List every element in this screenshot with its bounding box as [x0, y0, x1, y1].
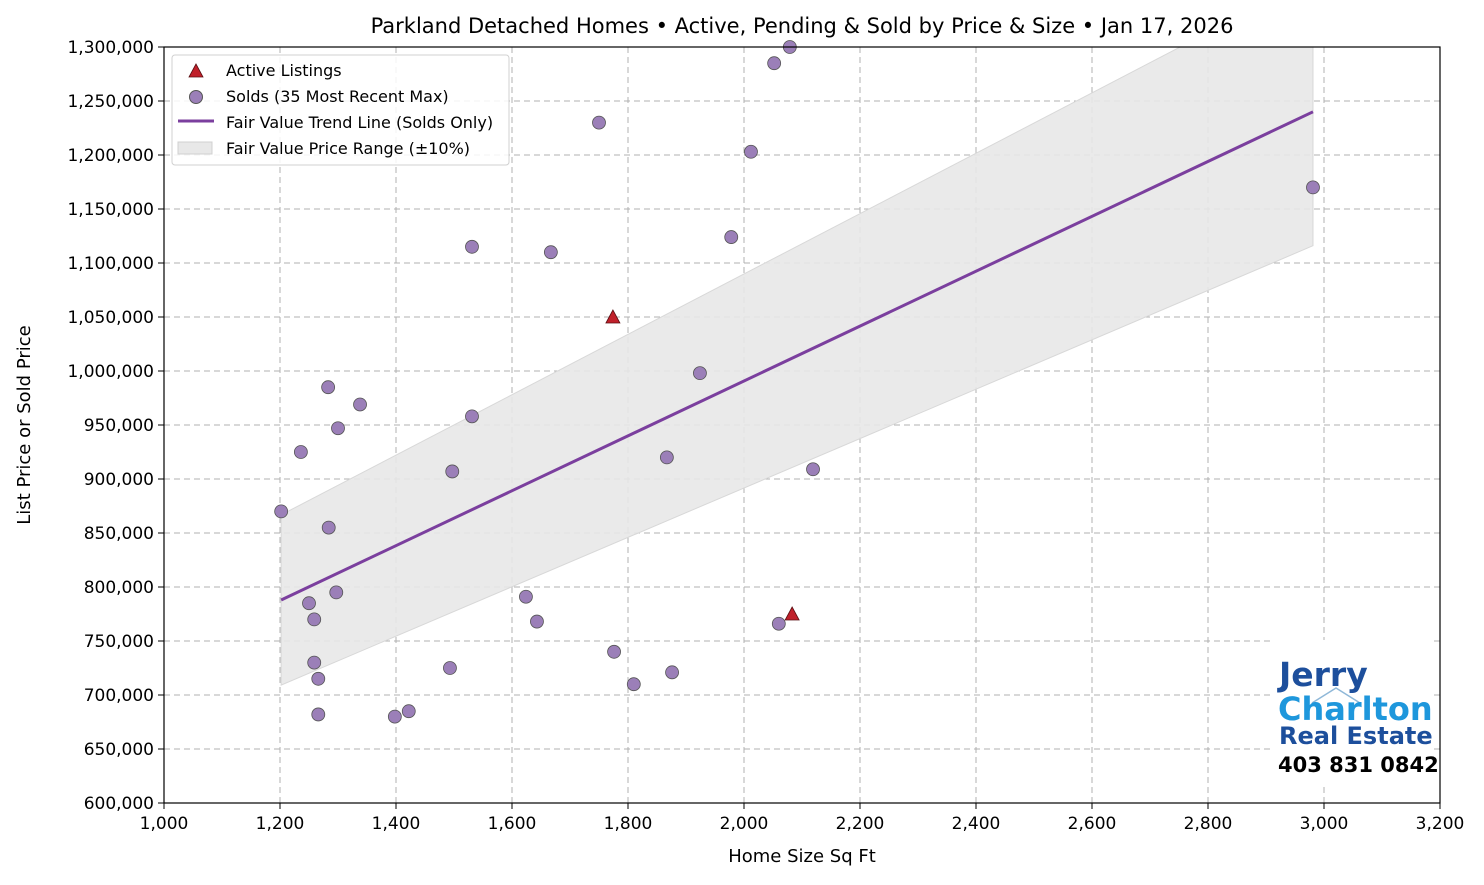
x-tick-label: 2,200 [836, 814, 885, 834]
sold-point [353, 397, 367, 412]
x-tick-label: 2,000 [720, 814, 769, 834]
fair-value-band [280, 47, 1314, 686]
roof-icon [1311, 687, 1361, 704]
logo-line1: Jerry [1277, 655, 1368, 694]
x-tick-label: 2,600 [1068, 814, 1117, 834]
y-tick-label: 1,300,000 [67, 38, 154, 58]
x-tick-label: 3,200 [1416, 814, 1465, 834]
legend-solds: Solds (35 Most Recent Max) [226, 87, 449, 106]
x-tick-label: 1,400 [372, 814, 421, 834]
y-tick-label: 900,000 [84, 470, 154, 490]
y-tick-label: 1,000,000 [67, 362, 154, 382]
y-tick-label: 800,000 [84, 578, 154, 598]
logo-line2: Charlton [1278, 690, 1433, 728]
y-axis-label: List Price or Sold Price [14, 325, 35, 524]
legend-band-icon [177, 141, 213, 155]
sold-point [274, 504, 289, 519]
y-tick-label: 1,150,000 [67, 200, 154, 220]
active-listing-point [784, 606, 800, 621]
active-listing-point [605, 309, 621, 324]
brand-logo: Jerry Charlton Real Estate 403 831 0842 [1270, 640, 1439, 784]
sold-point [1306, 180, 1320, 195]
sold-point [387, 709, 402, 724]
legend-active: Active Listings [226, 61, 342, 80]
sold-point [767, 56, 782, 71]
sold-point [321, 380, 336, 395]
y-tick-label: 1,100,000 [67, 254, 154, 274]
x-axis-label: Home Size Sq Ft [728, 846, 876, 867]
sold-point [724, 230, 739, 244]
chart-title: Parkland Detached Homes • Active, Pendin… [371, 14, 1234, 38]
sold-point [443, 661, 457, 675]
sold-point [665, 665, 679, 680]
y-tick-label: 600,000 [84, 794, 154, 814]
sold-point [445, 464, 460, 479]
y-tick-label: 850,000 [84, 524, 154, 544]
sold-point [626, 677, 641, 692]
sold-point [607, 644, 621, 659]
sold-point [311, 671, 326, 686]
sold-point [592, 115, 606, 130]
sold-point [302, 596, 316, 611]
y-tick-label: 1,250,000 [67, 92, 154, 112]
sold-point [693, 366, 707, 381]
sold-point [530, 614, 544, 629]
x-tick-label: 3,000 [1300, 814, 1349, 834]
sold-point [329, 585, 344, 600]
sold-point [465, 239, 479, 254]
x-tick-label: 1,000 [140, 814, 189, 834]
logo-line3: Real Estate [1279, 722, 1433, 750]
sold-point [744, 144, 758, 159]
sold-point [771, 616, 786, 631]
sold-point [321, 520, 336, 535]
legend-band: Fair Value Price Range (±10%) [226, 139, 470, 158]
x-tick-label: 1,200 [256, 814, 305, 834]
legend-circle-icon [189, 90, 203, 104]
x-tick-label: 1,600 [488, 814, 537, 834]
legend-triangle-icon [188, 63, 204, 78]
logo-phone: 403 831 0842 [1278, 753, 1439, 777]
y-tick-label: 950,000 [84, 416, 154, 436]
sold-point [311, 707, 326, 722]
sold-point [331, 421, 345, 436]
y-tick-label: 1,050,000 [67, 308, 154, 328]
x-tick-label: 2,400 [952, 814, 1001, 834]
sold-point [293, 445, 308, 459]
sold-point [465, 409, 479, 424]
sold-point [806, 462, 820, 477]
legend-trend: Fair Value Trend Line (Solds Only) [226, 113, 493, 132]
sold-point [659, 450, 674, 465]
legend: Active Listings Solds (35 Most Recent Ma… [171, 54, 510, 166]
x-tick-label: 1,800 [604, 814, 653, 834]
trend-line [280, 110, 1314, 602]
sold-point [519, 589, 533, 604]
y-tick-label: 650,000 [84, 740, 154, 760]
y-tick-label: 750,000 [84, 632, 154, 652]
sold-point [307, 612, 322, 627]
sold-point [543, 245, 558, 260]
sold-point [307, 655, 322, 670]
x-tick-label: 2,800 [1184, 814, 1233, 834]
sold-point [401, 704, 416, 719]
y-tick-label: 700,000 [84, 686, 154, 706]
y-tick-label: 1,200,000 [67, 146, 154, 166]
